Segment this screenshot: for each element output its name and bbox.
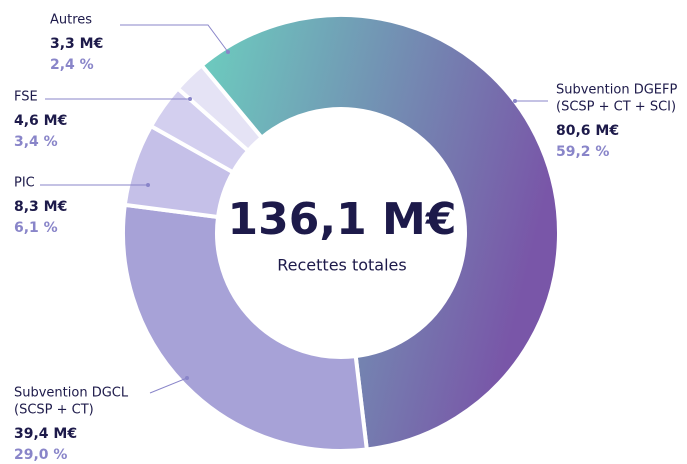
- slice: [121, 202, 370, 453]
- leader-dot: [513, 99, 517, 103]
- category-label: FSE: [14, 90, 38, 105]
- category-label: Autres: [50, 13, 92, 28]
- leader-dot: [146, 183, 150, 187]
- leader-dot: [185, 376, 189, 380]
- category-label: (SCSP + CT): [14, 403, 94, 418]
- slice: [198, 13, 561, 452]
- leader-line: [120, 24, 229, 53]
- share-label: 3,4 %: [14, 134, 58, 150]
- leader-line: [149, 377, 188, 394]
- leader-dot: [188, 97, 192, 101]
- value-label: 4,6 M€: [14, 113, 67, 129]
- share-label: 2,4 %: [50, 57, 94, 73]
- share-label: 59,2 %: [556, 144, 609, 160]
- total-label: 136,1 M€: [228, 194, 457, 245]
- value-label: 80,6 M€: [556, 123, 619, 139]
- value-label: 39,4 M€: [14, 426, 77, 442]
- subtitle: Recettes totales: [277, 256, 406, 275]
- category-label: Subvention DGCL: [14, 386, 129, 401]
- value-label: 3,3 M€: [50, 36, 103, 52]
- category-label: PIC: [14, 176, 35, 191]
- share-label: 6,1 %: [14, 220, 58, 236]
- category-label: Subvention DGEFP: [556, 83, 677, 98]
- category-label: (SCSP + CT + SCI): [556, 100, 676, 115]
- leader-dot: [226, 50, 230, 54]
- share-label: 29,0 %: [14, 447, 67, 463]
- value-label: 8,3 M€: [14, 199, 67, 215]
- slice: [174, 62, 265, 154]
